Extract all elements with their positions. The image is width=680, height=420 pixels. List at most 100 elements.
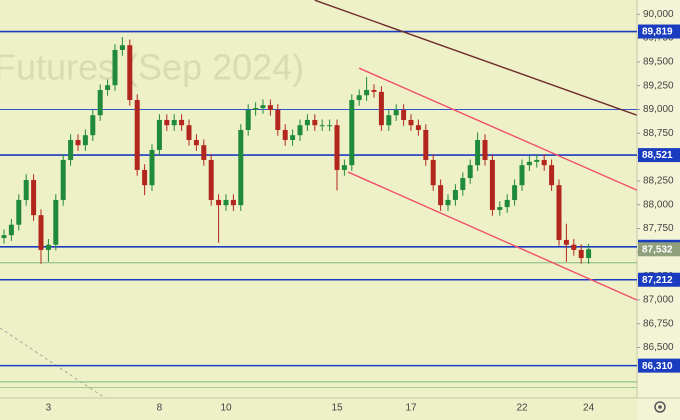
candle-body (245, 109, 251, 130)
candle-body (216, 199, 222, 206)
candle-body (504, 199, 510, 208)
candle-body (171, 119, 177, 126)
candle-body (445, 199, 451, 206)
x-tick-label: 10 (220, 403, 232, 414)
candle-body (312, 119, 318, 126)
candle-body (460, 178, 466, 190)
candle-body (578, 249, 584, 259)
y-tick-label: 86,500 (643, 342, 674, 353)
candle-body (334, 125, 340, 170)
candle-body (401, 109, 407, 120)
candle-body (319, 125, 325, 127)
candle-body (223, 199, 229, 206)
candle-body (415, 125, 421, 130)
gear-center[interactable] (658, 405, 662, 409)
candle-body (534, 159, 540, 162)
price-axis-bg (637, 0, 680, 420)
x-tick-label: 17 (405, 403, 417, 414)
candle-body (489, 159, 495, 210)
candle-body (512, 185, 518, 200)
candle-body (260, 105, 266, 109)
candle-body (179, 119, 185, 126)
y-tick-label: 87,000 (643, 295, 674, 306)
x-tick-label: 24 (583, 403, 595, 414)
x-tick-label: 8 (157, 403, 163, 414)
price-badge-label: 86,310 (642, 361, 673, 372)
trendline (358, 67, 637, 191)
y-tick-label: 88,750 (643, 128, 674, 139)
x-tick-label: 15 (331, 403, 343, 414)
trendline (314, 0, 637, 116)
candle-body (186, 125, 192, 140)
candle-body (90, 115, 96, 136)
candle-body (563, 239, 569, 245)
candle-body (38, 215, 44, 250)
candle-body (1, 235, 7, 239)
candle-body (60, 159, 66, 200)
candle-body (238, 129, 244, 206)
candle-body (452, 189, 458, 200)
candle-body (519, 165, 525, 186)
candle-body (31, 179, 37, 216)
y-tick-label: 86,750 (643, 318, 674, 329)
price-badge (638, 358, 680, 373)
candle-body (193, 139, 199, 146)
candle-body (526, 161, 532, 166)
candle-body (497, 207, 503, 210)
candle-body (408, 119, 414, 126)
candle-body (16, 199, 22, 225)
y-tick-label: 88,000 (643, 199, 674, 210)
price-badge-label: 87,212 (642, 275, 673, 286)
candle-body (327, 125, 333, 127)
candle-body (586, 249, 592, 259)
candle-body (134, 99, 140, 170)
candle-body (68, 139, 74, 160)
candle-body (482, 139, 488, 160)
candle-body (282, 129, 288, 140)
candle-body (341, 165, 347, 170)
candle-body (267, 105, 273, 110)
candle-body (423, 129, 429, 160)
trendline (347, 171, 637, 301)
candle-body (208, 159, 214, 200)
x-tick-label: 3 (46, 403, 52, 414)
candle-body (364, 89, 370, 96)
x-tick-label: 22 (516, 403, 528, 414)
price-badge (638, 148, 680, 163)
candle-body (430, 159, 436, 186)
candle-body (164, 119, 170, 126)
price-badge-label: 87,532 (642, 244, 673, 255)
candle-body (304, 119, 310, 126)
candle-body (119, 45, 125, 50)
candle-body (275, 109, 281, 130)
candle-body (475, 139, 481, 166)
price-badge (638, 272, 680, 287)
price-badge (638, 242, 680, 257)
candle-body (349, 99, 355, 166)
candle-body (82, 135, 88, 146)
candle-body (571, 244, 577, 250)
gear[interactable] (654, 401, 666, 413)
candle-body (112, 49, 118, 86)
y-tick-label: 87,750 (643, 223, 674, 234)
y-tick-label: 89,250 (643, 80, 674, 91)
candle-body (378, 91, 384, 126)
candle-body (75, 139, 81, 146)
candle-body (142, 169, 148, 186)
y-tick-label: 89,500 (643, 57, 674, 68)
candle-body (290, 135, 296, 140)
candle-body (127, 45, 133, 100)
candle-body (549, 165, 555, 186)
candle-body (467, 165, 473, 179)
candle-body (541, 159, 547, 166)
candle-body (201, 145, 207, 160)
candle-body (105, 85, 111, 90)
candle-body (156, 119, 162, 150)
candle-body (356, 95, 362, 100)
candle-body (230, 199, 236, 206)
candle-body (53, 199, 59, 245)
candle-body (438, 185, 444, 206)
settings-icon[interactable] (654, 401, 666, 413)
